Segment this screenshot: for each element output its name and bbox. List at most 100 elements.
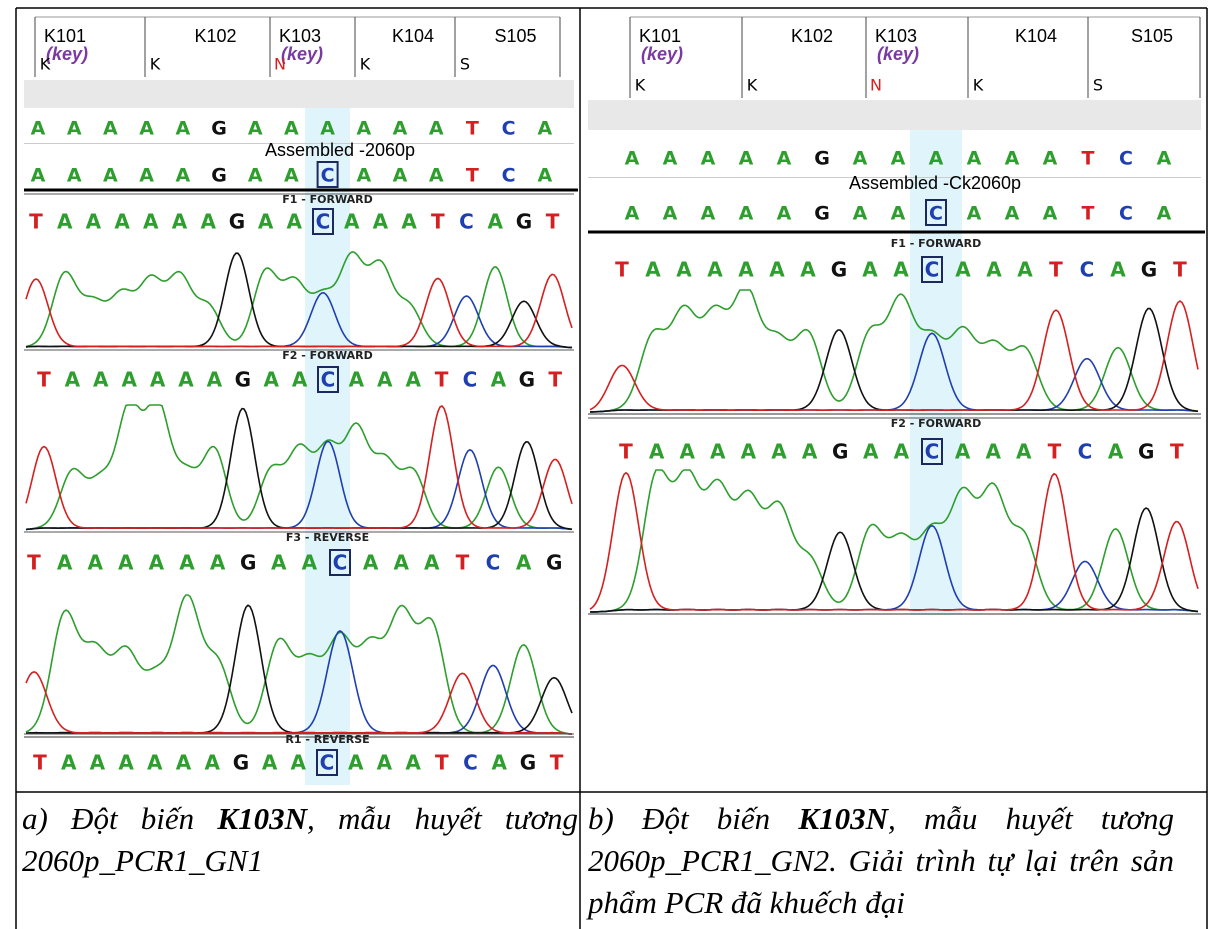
base: A [292, 368, 308, 392]
base: A [393, 118, 408, 140]
base: G [211, 165, 227, 187]
base: A [87, 551, 103, 575]
base: A [291, 751, 307, 775]
base: A [1157, 148, 1172, 170]
amino-acid: K [973, 76, 984, 95]
amino-acid: N [870, 76, 882, 95]
base: C [459, 210, 474, 234]
base: T [1170, 440, 1184, 464]
panel: K101(key)KK102KK103(key)NK104KS105SAAAAA… [588, 17, 1205, 615]
base: A [741, 440, 757, 464]
base: A [271, 551, 287, 575]
base: A [284, 165, 299, 187]
base: C [929, 203, 943, 225]
base: A [663, 148, 678, 170]
base: A [210, 551, 226, 575]
base: A [31, 165, 46, 187]
codon-label: K104 [1015, 26, 1057, 46]
base: C [320, 751, 335, 775]
base: C [502, 118, 516, 140]
base: A [967, 148, 982, 170]
base: T [431, 210, 445, 234]
base: T [37, 368, 51, 392]
codon-label: K101 [639, 26, 681, 46]
base: A [377, 751, 393, 775]
caption-text: a) Đột biến [22, 801, 217, 836]
codon-label: K102 [194, 26, 236, 46]
base: A [121, 368, 137, 392]
base: A [491, 368, 507, 392]
base: A [893, 258, 909, 282]
base: A [207, 368, 223, 392]
base: C [316, 210, 331, 234]
base: A [649, 440, 665, 464]
caption-text: b) Đột biến [588, 801, 798, 836]
base: A [1043, 148, 1058, 170]
base: A [802, 440, 818, 464]
base: A [258, 210, 274, 234]
base: T [435, 368, 449, 392]
base: T [29, 210, 43, 234]
base: A [429, 118, 444, 140]
trace-G [590, 508, 1198, 612]
base: A [93, 368, 109, 392]
base: G [814, 148, 830, 170]
trace-A [590, 470, 1198, 612]
base: A [356, 118, 371, 140]
trace-C [26, 631, 572, 734]
base: A [491, 751, 507, 775]
read-name: F1 - FORWARD [891, 237, 981, 250]
base: T [550, 751, 564, 775]
base: A [67, 118, 82, 140]
caption-bold: K103N [217, 801, 307, 836]
base: G [520, 751, 536, 775]
base: G [1138, 440, 1154, 464]
base: T [1048, 440, 1062, 464]
amino-acid: S [460, 55, 470, 74]
base: C [1119, 148, 1133, 170]
base: G [831, 258, 847, 282]
base: A [248, 118, 263, 140]
base: A [738, 258, 754, 282]
trace-A [26, 595, 572, 734]
base: T [466, 118, 479, 140]
base: C [321, 368, 336, 392]
codon-label: K103 [279, 26, 321, 46]
trace-A [26, 252, 572, 348]
base: A [676, 258, 692, 282]
header-gray [588, 100, 1201, 130]
base: A [349, 368, 365, 392]
base: C [502, 165, 516, 187]
base: A [1043, 203, 1058, 225]
base: A [287, 210, 303, 234]
codon-label: K102 [791, 26, 833, 46]
base: G [519, 368, 535, 392]
chromatograms: K101(key)KK102KK103(key)NK104KS105SAAAAA… [0, 0, 1211, 929]
trace-C [26, 441, 572, 529]
base: A [1005, 148, 1020, 170]
base: A [86, 210, 102, 234]
base: A [344, 210, 360, 234]
amino-acid: K [40, 55, 51, 74]
base: A [179, 551, 195, 575]
base: G [233, 751, 249, 775]
assembled-label: Assembled -Ck2060p [849, 173, 1021, 193]
base: T [1082, 148, 1095, 170]
base: A [65, 368, 81, 392]
codon-label: K101 [44, 26, 86, 46]
base: A [393, 551, 409, 575]
codon-label: K103 [875, 26, 917, 46]
base: T [456, 551, 470, 575]
base: A [537, 118, 552, 140]
base: A [150, 368, 166, 392]
base: A [284, 118, 299, 140]
base: A [401, 210, 417, 234]
base: A [853, 203, 868, 225]
base: A [707, 258, 723, 282]
trace-G [26, 409, 572, 530]
base: A [348, 751, 364, 775]
figure: K101(key)KK102KK103(key)NK104KS105SAAAAA… [0, 0, 1211, 929]
base: A [701, 148, 716, 170]
base: A [929, 148, 944, 170]
amino-acid: K [635, 76, 646, 95]
